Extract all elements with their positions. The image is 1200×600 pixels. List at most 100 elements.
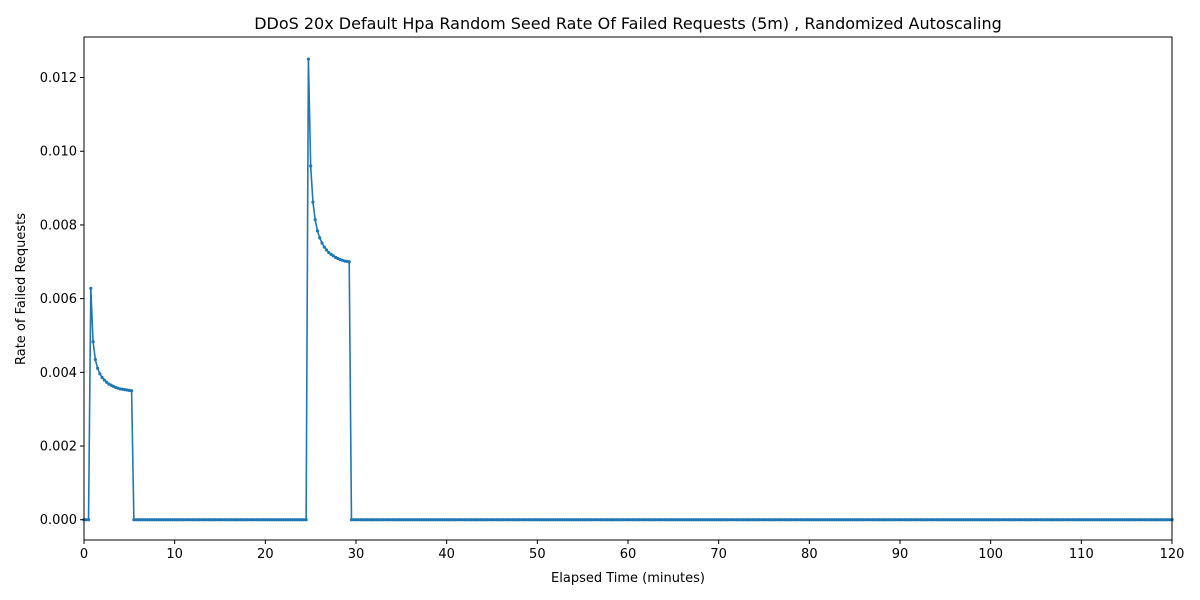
data-point xyxy=(356,518,360,522)
data-point xyxy=(603,518,607,522)
data-point xyxy=(549,518,553,522)
data-point xyxy=(184,518,188,522)
data-point xyxy=(1129,518,1133,522)
data-point xyxy=(624,518,628,522)
data-point xyxy=(868,518,873,522)
data-point xyxy=(254,518,258,522)
data-point xyxy=(411,518,415,522)
data-point xyxy=(812,518,816,522)
data-point xyxy=(914,518,918,522)
data-point xyxy=(454,518,458,522)
data-point xyxy=(882,518,886,522)
data-point xyxy=(388,518,392,522)
data-point xyxy=(397,518,401,522)
data-point xyxy=(1068,518,1072,522)
data-point xyxy=(968,518,972,522)
plot-area xyxy=(84,37,1172,540)
data-point xyxy=(91,340,95,344)
data-point xyxy=(819,518,823,522)
data-point xyxy=(422,518,426,522)
data-point xyxy=(1125,518,1129,522)
x-axis-ticks: 0 10 20 30 40 50 60 70 80 90 100 110 120 xyxy=(80,540,1184,562)
data-point xyxy=(406,518,410,522)
data-point xyxy=(807,518,811,522)
data-point xyxy=(161,518,165,522)
data-point xyxy=(229,518,233,522)
data-point xyxy=(322,245,326,249)
data-point xyxy=(850,518,855,522)
data-point xyxy=(154,518,159,522)
data-point xyxy=(773,518,777,522)
data-point xyxy=(476,518,480,522)
data-point xyxy=(1156,518,1160,522)
data-point xyxy=(1159,518,1163,522)
data-point xyxy=(286,518,290,522)
data-point xyxy=(170,518,174,522)
y-axis-label: Rate of Failed Requests xyxy=(14,213,29,365)
data-point xyxy=(986,518,991,522)
data-point xyxy=(751,518,755,522)
data-point xyxy=(306,57,310,61)
data-point xyxy=(1020,518,1024,522)
data-point xyxy=(662,518,666,522)
data-point xyxy=(721,518,725,522)
data-point xyxy=(193,518,197,522)
data-point xyxy=(102,378,106,382)
data-point xyxy=(275,518,279,522)
data-point xyxy=(798,518,802,522)
data-point xyxy=(1057,518,1061,522)
x-tick-label: 50 xyxy=(529,547,546,562)
data-point xyxy=(1145,518,1149,522)
data-point xyxy=(277,518,281,522)
data-point xyxy=(1054,518,1058,522)
data-point xyxy=(141,518,145,522)
data-point xyxy=(980,518,984,522)
data-point xyxy=(250,518,254,522)
data-point xyxy=(601,518,605,522)
data-point xyxy=(259,518,263,522)
data-point xyxy=(1061,518,1065,522)
data-point xyxy=(912,518,916,522)
data-point xyxy=(708,518,712,522)
data-point xyxy=(132,518,136,522)
data-point xyxy=(234,518,238,522)
data-point xyxy=(1038,518,1043,522)
data-point xyxy=(318,236,322,240)
data-point xyxy=(952,518,957,522)
data-point xyxy=(100,375,104,380)
data-point xyxy=(898,518,902,522)
data-point xyxy=(232,518,236,522)
data-point xyxy=(331,254,335,258)
data-point xyxy=(474,518,478,522)
data-point xyxy=(1011,518,1015,522)
data-point xyxy=(182,518,186,522)
data-point xyxy=(896,518,900,522)
data-point xyxy=(143,518,147,522)
data-point xyxy=(864,518,868,522)
data-point xyxy=(939,518,943,522)
data-point xyxy=(445,518,449,522)
data-point xyxy=(347,260,351,264)
data-point xyxy=(105,380,109,384)
data-point xyxy=(787,518,791,522)
data-point xyxy=(551,518,555,522)
data-point xyxy=(168,518,172,522)
data-point xyxy=(1079,518,1083,522)
data-point xyxy=(744,518,748,522)
data-point xyxy=(723,518,728,522)
data-point xyxy=(569,518,573,522)
data-point xyxy=(1036,518,1040,522)
data-point xyxy=(742,518,746,522)
data-point xyxy=(757,518,762,522)
data-point xyxy=(800,518,805,522)
data-point xyxy=(458,518,462,522)
data-point xyxy=(1059,518,1063,522)
data-point xyxy=(1152,518,1156,522)
data-point xyxy=(871,518,875,522)
data-point xyxy=(136,518,140,522)
data-point xyxy=(1002,518,1006,522)
data-point xyxy=(891,518,895,522)
data-point xyxy=(596,518,601,522)
data-point xyxy=(313,218,317,222)
data-point xyxy=(556,518,560,522)
